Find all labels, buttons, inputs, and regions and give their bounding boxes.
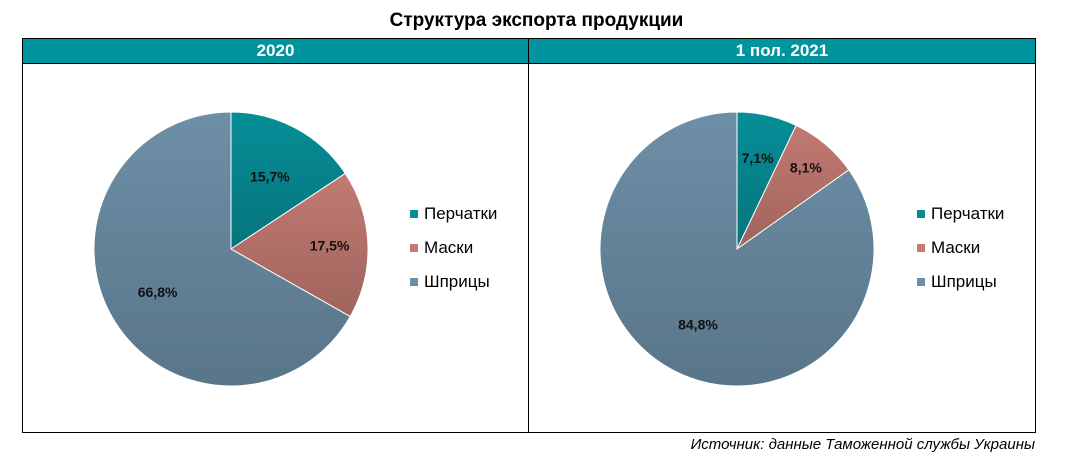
legend-swatch [410, 243, 418, 252]
source-note: Источник: данные Таможенной службы Украи… [690, 436, 1035, 453]
data-label-syringes: 84,8% [678, 316, 718, 332]
legend-item-gloves: Перчатки [410, 197, 497, 231]
legend-label: Шприцы [424, 272, 490, 291]
data-label-masks: 8,1% [790, 159, 822, 175]
data-label-gloves: 15,7% [250, 169, 290, 185]
legend-swatch [917, 243, 925, 252]
legend-item-masks: Маски [917, 231, 1004, 265]
data-label-masks: 17,5% [310, 238, 350, 254]
chart-title: Структура экспорта продукции [389, 10, 684, 31]
chart-panel-2021: 1 пол. 2021 7,1% 8,1% 84,8% Перчатки Маски… [528, 38, 1036, 433]
legend-label: Перчатки [931, 204, 1005, 223]
pie-chart-2021: 7,1% 8,1% 84,8% [599, 111, 875, 387]
pie-slice-syringes [599, 111, 875, 387]
legend-swatch [917, 209, 925, 218]
legend-label: Шприцы [931, 272, 997, 291]
legend-2020: Перчатки Маски Шприцы [410, 197, 497, 299]
legend-label: Маски [424, 238, 474, 257]
legend-item-syringes: Шприцы [917, 265, 1004, 299]
data-label-gloves: 7,1% [742, 150, 774, 166]
legend-label: Маски [931, 238, 981, 257]
pie-slice-gloves [230, 111, 346, 250]
legend-swatch [917, 277, 925, 286]
pie-chart-2020: 15,7% 17,5% 66,8% [93, 111, 369, 387]
chart-panel-2020: 2020 15,7% 17,5% 66,8% Перчатки Маски Шпри… [22, 38, 529, 433]
data-label-syringes: 66,8% [138, 284, 178, 300]
pie-slice-syringes [93, 111, 351, 387]
legend-swatch [410, 277, 418, 286]
legend-label: Перчатки [424, 204, 498, 223]
legend-2021: Перчатки Маски Шприцы [917, 197, 1004, 299]
legend-item-syringes: Шприцы [410, 265, 497, 299]
legend-item-gloves: Перчатки [917, 197, 1004, 231]
legend-swatch [410, 209, 418, 218]
panel-header-2020: 2020 [23, 39, 528, 64]
pie-slice-masks [230, 172, 369, 318]
legend-item-masks: Маски [410, 231, 497, 265]
panel-header-2021: 1 пол. 2021 [529, 39, 1035, 64]
